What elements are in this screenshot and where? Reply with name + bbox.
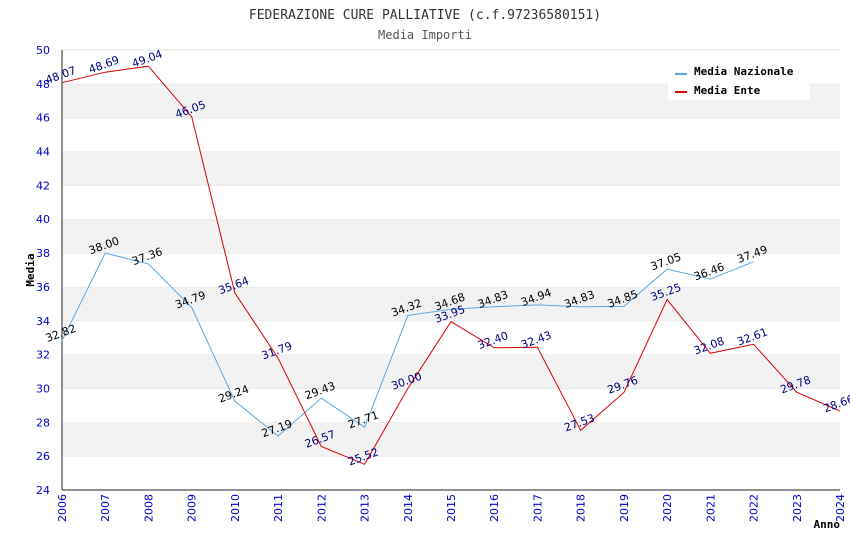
y-tick-label-38: 38 bbox=[36, 247, 50, 260]
x-tick-label-2008: 2008 bbox=[142, 494, 155, 522]
y-tick-label-46: 46 bbox=[36, 112, 50, 125]
x-tick-label-2024: 2024 bbox=[834, 494, 847, 522]
x-tick-label-2010: 2010 bbox=[229, 494, 242, 522]
x-tick-label-2009: 2009 bbox=[186, 494, 199, 522]
x-tick-label-2012: 2012 bbox=[315, 494, 328, 522]
x-tick-label-2021: 2021 bbox=[704, 494, 717, 522]
grid-band bbox=[62, 286, 840, 321]
y-tick-label-24: 24 bbox=[36, 484, 50, 497]
x-tick-label-2014: 2014 bbox=[402, 494, 415, 522]
grid-band bbox=[62, 151, 840, 186]
series-line-media-ente bbox=[61, 65, 841, 465]
chart-subtitle: Media Importi bbox=[378, 28, 472, 42]
x-tick-label-2022: 2022 bbox=[748, 494, 761, 522]
y-tick-label-32: 32 bbox=[36, 349, 50, 362]
series-lines bbox=[61, 65, 841, 465]
grid-band bbox=[62, 117, 840, 152]
grid-band bbox=[62, 388, 840, 423]
y-tick-label-42: 42 bbox=[36, 179, 50, 192]
x-tick-label-2016: 2016 bbox=[488, 494, 501, 522]
legend-label-media-ente: Media Ente bbox=[694, 84, 761, 97]
x-tick-label-2020: 2020 bbox=[661, 494, 674, 522]
grid-band bbox=[62, 456, 840, 490]
legend-label-media-nazionale: Media Nazionale bbox=[694, 65, 794, 78]
x-tick-label-2019: 2019 bbox=[618, 494, 631, 522]
x-tick-label-2017: 2017 bbox=[531, 494, 544, 522]
grid-band bbox=[62, 354, 840, 389]
grid-band bbox=[62, 219, 840, 254]
x-tick-label-2007: 2007 bbox=[99, 494, 112, 522]
y-tick-label-34: 34 bbox=[36, 315, 50, 328]
series-line-media-nazionale bbox=[61, 252, 754, 437]
x-tick-label-2013: 2013 bbox=[359, 494, 372, 522]
x-axis-title: Anno bbox=[814, 518, 841, 531]
chart-title: FEDERAZIONE CURE PALLIATIVE (c.f.9723658… bbox=[249, 8, 601, 23]
grid-band bbox=[62, 253, 840, 287]
grid-band bbox=[62, 422, 840, 457]
legend: Media Nazionale Media Ente bbox=[668, 58, 810, 100]
y-tick-labels: 24 26 28 30 32 34 36 38 40 42 44 46 48 50 bbox=[36, 44, 50, 497]
axes bbox=[61, 50, 840, 491]
y-tick-label-28: 28 bbox=[36, 416, 50, 429]
x-tick-labels: 2006 2007 2008 2009 2010 2011 2012 2013 2014 2015… bbox=[56, 494, 847, 522]
y-tick-label-36: 36 bbox=[36, 281, 50, 294]
y-axis-title: Media bbox=[24, 253, 37, 286]
grid-band bbox=[62, 320, 840, 355]
y-tick-label-50: 50 bbox=[36, 44, 50, 57]
x-tick-label-2011: 2011 bbox=[272, 494, 285, 522]
y-tick-label-30: 30 bbox=[36, 382, 50, 395]
x-tick-label-2015: 2015 bbox=[445, 494, 458, 522]
grid-band bbox=[62, 185, 840, 220]
x-tick-label-2023: 2023 bbox=[791, 494, 804, 522]
legend-box bbox=[668, 58, 810, 100]
y-tick-label-26: 26 bbox=[36, 450, 50, 463]
y-tick-label-40: 40 bbox=[36, 213, 50, 226]
y-tick-label-44: 44 bbox=[36, 146, 50, 159]
x-tick-label-2006: 2006 bbox=[56, 494, 69, 522]
y-tick-label-48: 48 bbox=[36, 78, 50, 91]
x-tick-label-2018: 2018 bbox=[575, 494, 588, 522]
